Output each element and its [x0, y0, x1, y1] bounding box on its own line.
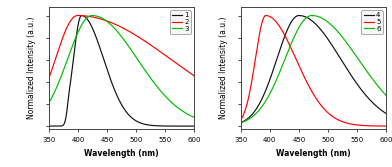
5	[377, 125, 381, 127]
1	[98, 47, 102, 49]
2	[192, 75, 197, 77]
Y-axis label: Normalized Intensity (a.u.): Normalized Intensity (a.u.)	[219, 17, 228, 119]
Y-axis label: Normalized Intensity (a.u.): Normalized Intensity (a.u.)	[27, 17, 36, 119]
5	[286, 41, 290, 43]
5	[333, 117, 338, 119]
6	[266, 96, 270, 98]
3	[192, 116, 197, 118]
X-axis label: Wavelength (nm): Wavelength (nm)	[84, 149, 159, 158]
4	[297, 15, 301, 17]
Legend: 4, 5, 6: 4, 5, 6	[361, 10, 383, 34]
6	[377, 86, 381, 88]
3	[47, 102, 51, 104]
1	[79, 15, 84, 17]
5	[289, 48, 294, 50]
1	[74, 36, 78, 38]
6	[309, 15, 314, 17]
5	[263, 15, 268, 17]
1	[94, 36, 99, 38]
1	[185, 125, 189, 127]
4	[377, 107, 381, 109]
1	[141, 123, 146, 125]
2	[74, 15, 78, 17]
6	[286, 50, 290, 52]
3	[141, 67, 146, 69]
6	[289, 42, 294, 44]
3	[74, 35, 78, 37]
5	[301, 74, 306, 76]
3	[94, 15, 99, 17]
4	[384, 112, 388, 114]
Line: 2: 2	[49, 16, 194, 78]
3	[90, 15, 94, 17]
2	[94, 17, 99, 19]
Line: 3: 3	[49, 16, 194, 117]
4	[289, 20, 294, 22]
1	[47, 125, 51, 127]
6	[301, 20, 306, 22]
Line: 6: 6	[241, 16, 386, 123]
2	[75, 15, 80, 17]
5	[266, 15, 270, 17]
4	[301, 15, 306, 17]
4	[238, 122, 243, 124]
1	[109, 81, 114, 83]
3	[185, 113, 189, 115]
3	[109, 24, 114, 26]
4	[333, 49, 338, 51]
6	[238, 122, 243, 124]
Line: 1: 1	[49, 16, 194, 126]
Line: 5: 5	[241, 16, 386, 126]
X-axis label: Wavelength (nm): Wavelength (nm)	[276, 149, 351, 158]
4	[286, 27, 290, 29]
6	[384, 94, 388, 96]
2	[109, 22, 114, 24]
2	[47, 77, 51, 79]
1	[192, 125, 197, 127]
2	[141, 39, 146, 41]
Line: 4: 4	[241, 16, 386, 123]
Legend: 1, 2, 3: 1, 2, 3	[170, 10, 191, 34]
6	[333, 28, 338, 30]
2	[98, 18, 102, 20]
3	[98, 16, 102, 18]
2	[185, 70, 189, 72]
5	[384, 125, 388, 127]
4	[266, 84, 270, 86]
5	[238, 119, 243, 121]
